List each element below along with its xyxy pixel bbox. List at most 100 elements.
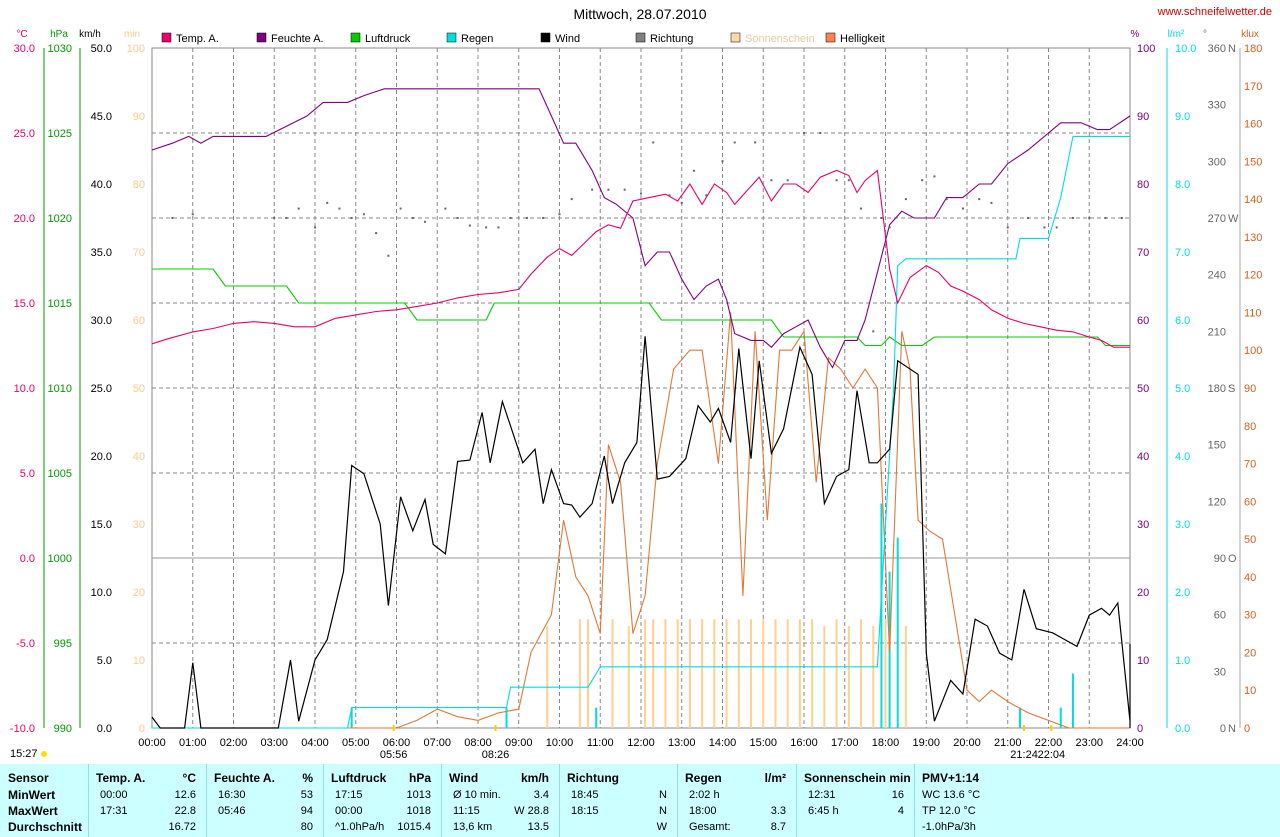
stats-row: WC 13.6 °C — [914, 787, 1034, 803]
direction-dot — [933, 175, 936, 178]
direction-dot — [1104, 217, 1107, 219]
stats-column-header: Richtung — [559, 770, 677, 786]
wind-tick: 25.0 — [91, 383, 112, 395]
direction-dot — [485, 226, 488, 229]
direction-dot — [680, 201, 683, 204]
stats-row-label: MinWert — [8, 788, 56, 802]
stats-row-label: 17:31 — [100, 805, 128, 817]
marker-label: 22:04 — [1038, 749, 1066, 761]
time-tick: 17:00 — [831, 737, 859, 749]
stats-row-label: ^1.0hPa/h — [335, 821, 385, 833]
time-tick: 12:00 — [627, 737, 655, 749]
stats-row — [796, 819, 914, 835]
wind-tick: 40.0 — [91, 179, 112, 191]
wind-tick: 10.0 — [91, 587, 112, 599]
legend-label: Regen — [461, 33, 493, 45]
pressure-tick: 1015 — [48, 298, 72, 310]
brightness-tick: 130 — [1244, 232, 1262, 244]
stats-column: Wind km/h Ø 10 min. 3.4 11:15 W 28.8 13,6 km 13… — [441, 764, 559, 837]
pressure-tick: 995 — [54, 638, 72, 650]
axis-unit-label: ° — [1203, 29, 1207, 40]
stats-row-label: -1.0hPa/3h — [922, 821, 976, 833]
stats-row: 18:45 N — [559, 787, 677, 803]
brightness-tick: 160 — [1244, 119, 1262, 131]
rain-line — [152, 135, 1130, 729]
stats-column: Temp. A. °C 00:00 12.6 17:31 22.8 16.72 — [88, 764, 206, 837]
stats-row-value: 16 — [891, 789, 904, 801]
stats-row: TP 12.0 °C — [914, 803, 1034, 819]
time-tick: 14:00 — [709, 737, 737, 749]
direction-tick: 30 — [1214, 666, 1226, 678]
direction-dot — [705, 194, 708, 197]
stats-row-value: W 28.8 — [514, 805, 549, 817]
time-tick: 19:00 — [912, 737, 940, 749]
direction-dot — [456, 217, 459, 219]
brightness-tick: 140 — [1244, 194, 1262, 206]
direction-dot — [819, 132, 822, 134]
direction-dot — [961, 207, 964, 210]
direction-dot — [191, 213, 194, 216]
sun-tick: 100 — [127, 43, 145, 55]
stats-row-value: 53 — [300, 789, 313, 801]
humidity-tick: 30 — [1137, 519, 1149, 531]
stats-column: Richtung 18:45 N 18:15 N W — [559, 764, 677, 837]
pressure-line — [152, 268, 1130, 347]
sun-tick: 80 — [133, 179, 145, 191]
stats-column-title: PMV+1:14 — [922, 771, 980, 785]
stats-row-value: W — [656, 821, 667, 833]
direction-dot — [921, 179, 924, 182]
rain-tick: 5.0 — [1175, 383, 1190, 395]
stats-row: Ø 10 min. 3.4 — [441, 787, 559, 803]
wind-tick: 0.0 — [97, 723, 112, 735]
direction-dot — [362, 213, 365, 216]
brightness-tick: 180 — [1244, 43, 1262, 55]
legend-label: Wind — [555, 33, 580, 45]
temp-tick: -10.0 — [10, 723, 35, 735]
sun-tick: 70 — [133, 247, 145, 259]
temp-tick: 15.0 — [14, 298, 35, 310]
direction-dot — [835, 179, 838, 182]
wind-line — [151, 336, 1131, 729]
stats-row-value: 1013 — [406, 789, 431, 801]
direction-dot — [754, 141, 757, 144]
stats-row-value: N — [659, 789, 667, 801]
compass-tick: W — [1228, 213, 1239, 225]
stats-column-header: Feuchte A.% — [206, 770, 323, 786]
direction-dot — [607, 188, 610, 191]
direction-dot — [880, 217, 883, 219]
direction-dot — [888, 226, 891, 229]
time-tick: 16:00 — [790, 737, 818, 749]
stats-row-label: 18:15 — [571, 805, 599, 817]
direction-dot — [786, 179, 789, 182]
stats-row: ^1.0hPa/h 1015.4 — [323, 819, 441, 835]
pressure-tick: 1025 — [48, 128, 72, 140]
stats-column-title: Luftdruck — [331, 771, 387, 785]
direction-dot — [468, 224, 471, 227]
temp-tick: 20.0 — [14, 213, 35, 225]
stats-column-title: Feuchte A. — [214, 771, 275, 785]
column-divider — [88, 764, 89, 837]
marker-label: 05:56 — [380, 749, 408, 761]
stats-column: Feuchte A.% 16:30 53 05:46 94 80 — [206, 764, 323, 837]
brightness-tick: 100 — [1244, 345, 1262, 357]
compass-tick: N — [1228, 43, 1236, 55]
compass-tick: S — [1228, 383, 1235, 395]
time-tick: 13:00 — [668, 737, 696, 749]
stats-column-unit: % — [302, 771, 313, 785]
brightness-tick: 10 — [1244, 685, 1256, 697]
stats-row-label: Durchschnitt — [8, 820, 83, 834]
legend-swatch — [635, 32, 646, 43]
direction-dot — [721, 160, 724, 163]
direction-dot — [1120, 217, 1123, 219]
direction-dot — [444, 207, 447, 210]
direction-dot — [1055, 226, 1058, 229]
wind-tick: 5.0 — [97, 655, 112, 667]
brightness-tick: 20 — [1244, 647, 1256, 659]
column-divider — [323, 764, 324, 837]
stats-row-value: 3.3 — [770, 805, 786, 817]
stats-row-label: 05:46 — [218, 805, 246, 817]
time-tick: 09:00 — [505, 737, 533, 749]
site-link[interactable]: www.schneifelwetter.de — [1157, 6, 1272, 18]
wind-tick: 15.0 — [91, 519, 112, 531]
direction-dot — [558, 213, 561, 216]
